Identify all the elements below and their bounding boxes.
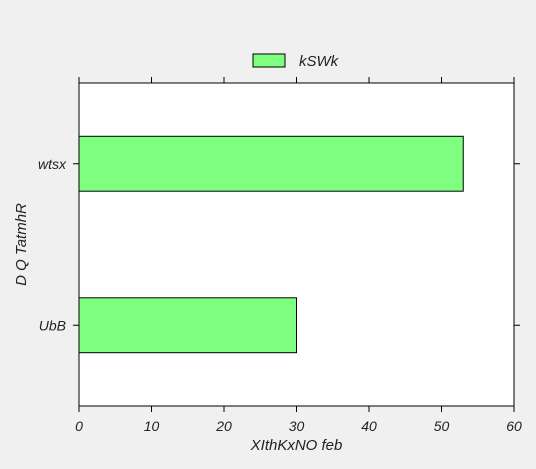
legend-label: kSWk xyxy=(299,53,340,70)
x-tick-label: 20 xyxy=(215,418,232,434)
x-tick-label: 10 xyxy=(144,418,160,434)
x-axis-title: XIthKxNO feb xyxy=(250,437,343,454)
y-tick-label: wtsx xyxy=(38,156,67,172)
y-tick-label: UbB xyxy=(39,317,66,333)
x-tick-label: 0 xyxy=(75,418,83,434)
bar-wtsx xyxy=(79,136,463,191)
legend-swatch xyxy=(253,54,285,67)
x-tick-label: 40 xyxy=(361,418,377,434)
x-tick-label: 60 xyxy=(506,418,522,434)
plot-area xyxy=(79,83,514,406)
y-axis-title: D Q TatmhR xyxy=(13,203,30,286)
x-tick-label: 30 xyxy=(289,418,305,434)
bar-ubb xyxy=(79,298,297,353)
x-tick-label: 50 xyxy=(434,418,450,434)
